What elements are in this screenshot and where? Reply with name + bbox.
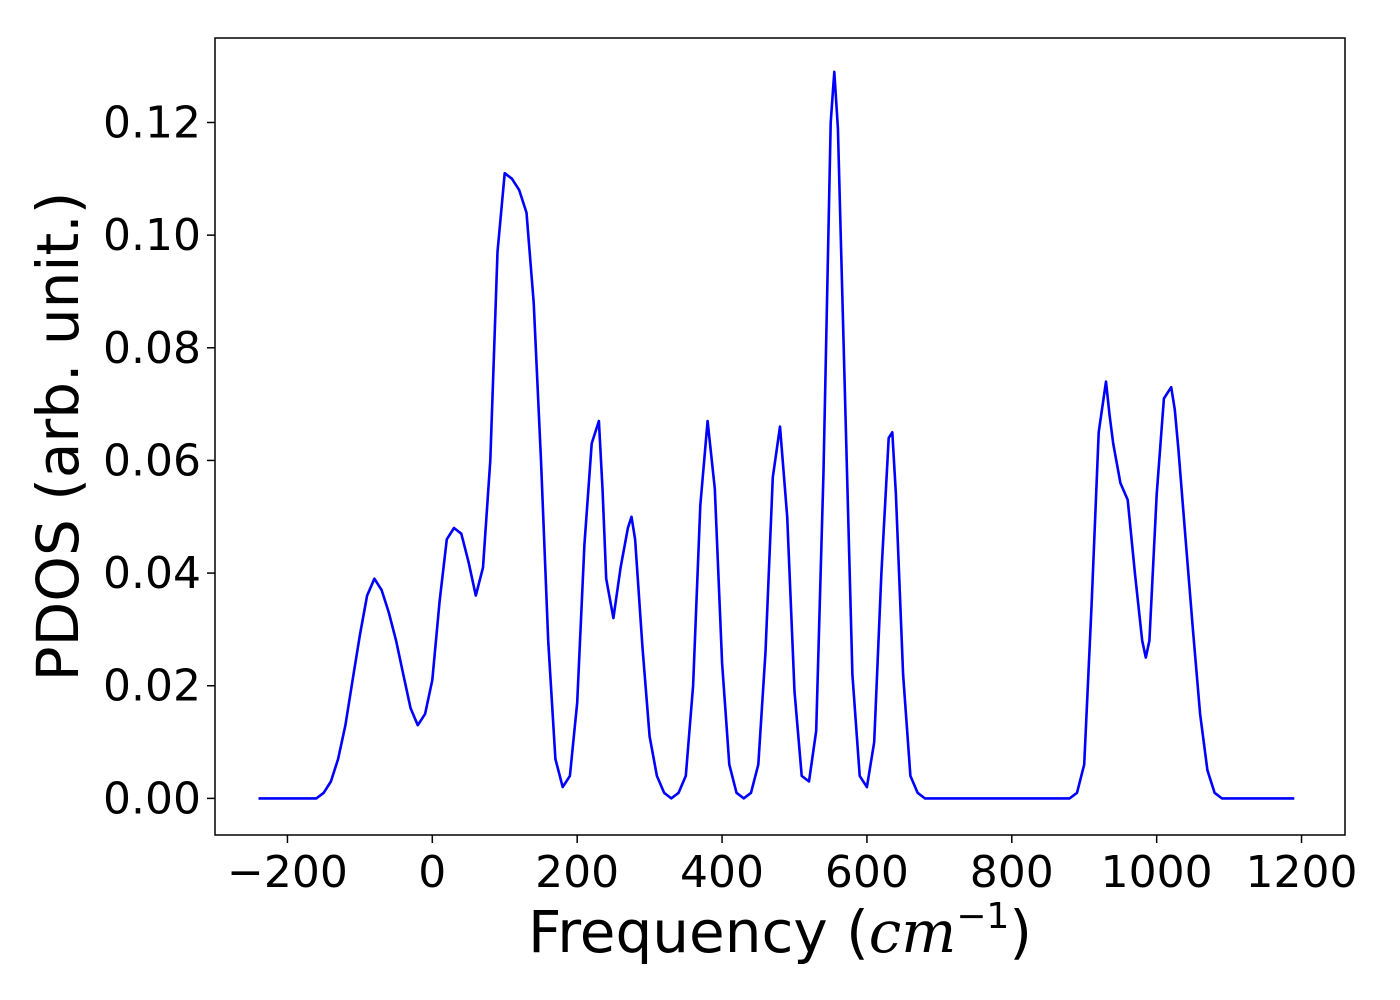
y-tick-label: 0.10	[103, 210, 201, 261]
y-axis-ticks: 0.00 0.02 0.04 0.06 0.08 0.10 0.12	[103, 97, 215, 824]
x-tick-label: 400	[680, 847, 764, 898]
y-tick-label: 0.08	[103, 323, 201, 374]
x-axis-label-unit: cm	[869, 898, 956, 966]
y-tick-label: 0.12	[103, 97, 201, 148]
axes-frame	[214, 37, 1346, 836]
plot-area	[258, 70, 1295, 800]
y-tick-label: 0.06	[103, 435, 201, 486]
y-tick-label: 0.00	[103, 773, 201, 824]
pdos-series-line-0	[258, 70, 1295, 800]
x-tick-label: 1200	[1246, 847, 1358, 898]
x-axis-label-close: )	[1009, 898, 1032, 966]
x-tick-label: 0	[418, 847, 446, 898]
y-tick-label: 0.02	[103, 661, 201, 712]
x-axis-label: Frequency (cm−1)	[528, 896, 1032, 966]
x-axis-label-exponent: −1	[956, 896, 1009, 937]
y-tick-label: 0.04	[103, 548, 201, 599]
x-tick-label: −200	[227, 847, 348, 898]
y-axis-label: PDOS (arb. unit.)	[24, 192, 92, 682]
x-tick-label: 600	[825, 847, 909, 898]
x-tick-label: 200	[535, 847, 619, 898]
x-tick-label: 1000	[1101, 847, 1213, 898]
x-axis-label-text: Frequency (	[528, 898, 869, 966]
x-axis-ticks: −200 0 200 400 600 800 1000 1200	[227, 835, 1358, 898]
x-tick-label: 800	[970, 847, 1054, 898]
